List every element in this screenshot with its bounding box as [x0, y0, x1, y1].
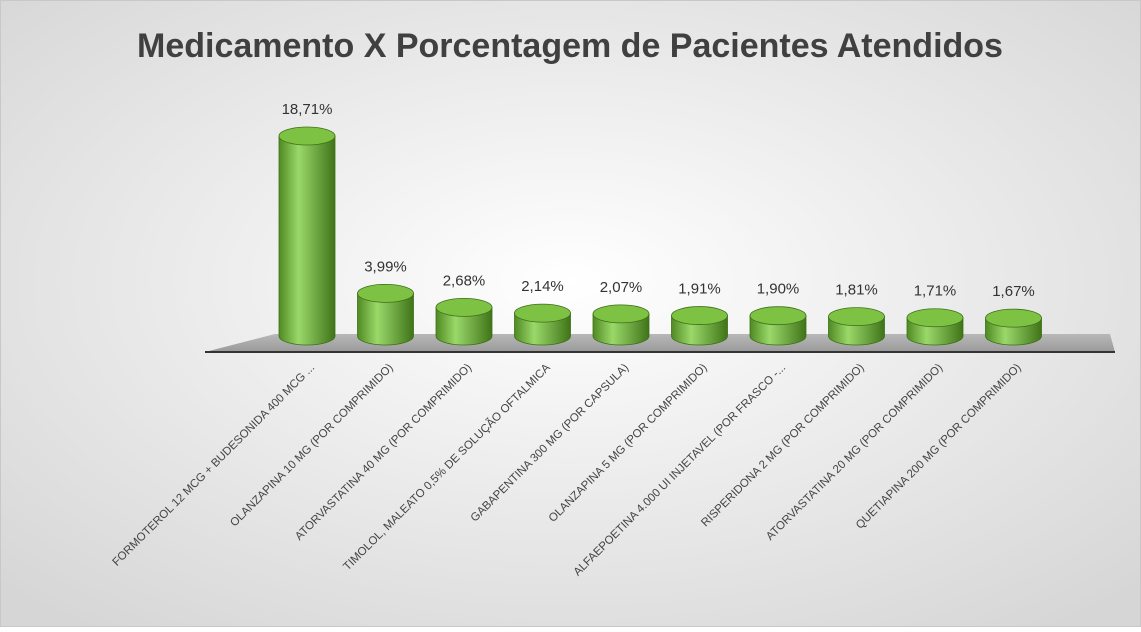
bar-top	[357, 283, 414, 303]
bar-body	[278, 135, 336, 346]
bar-top	[749, 306, 807, 326]
bar-top	[278, 126, 336, 146]
data-label: 1,67%	[992, 283, 1035, 300]
bar-top	[828, 307, 885, 327]
bar-top	[671, 306, 728, 325]
bar-body	[435, 306, 493, 346]
bar	[357, 283, 414, 346]
bar	[514, 303, 571, 346]
data-label: 1,81%	[835, 282, 878, 299]
data-label: 2,68%	[443, 272, 486, 289]
bar-top	[906, 308, 964, 328]
bar-body	[357, 292, 414, 346]
bar	[435, 297, 493, 346]
bar-top	[592, 304, 650, 324]
data-label: 2,07%	[600, 279, 643, 296]
data-label: 1,90%	[757, 281, 800, 298]
data-label: 3,99%	[364, 258, 407, 275]
bar	[671, 306, 728, 346]
data-label: 1,71%	[914, 283, 957, 300]
chart-title: Medicamento X Porcentagem de Pacientes A…	[137, 27, 1003, 65]
bar	[278, 126, 336, 346]
bar	[749, 306, 807, 346]
data-label: 2,14%	[521, 278, 564, 295]
bar	[985, 308, 1042, 346]
bar-top	[514, 303, 571, 323]
data-label: 18,71%	[282, 101, 333, 118]
bar-top	[985, 308, 1042, 328]
bar	[828, 307, 885, 346]
bar-top	[435, 297, 493, 317]
floor	[205, 334, 1115, 352]
bar	[906, 308, 964, 346]
data-label: 1,91%	[678, 281, 721, 298]
bar	[592, 304, 650, 346]
